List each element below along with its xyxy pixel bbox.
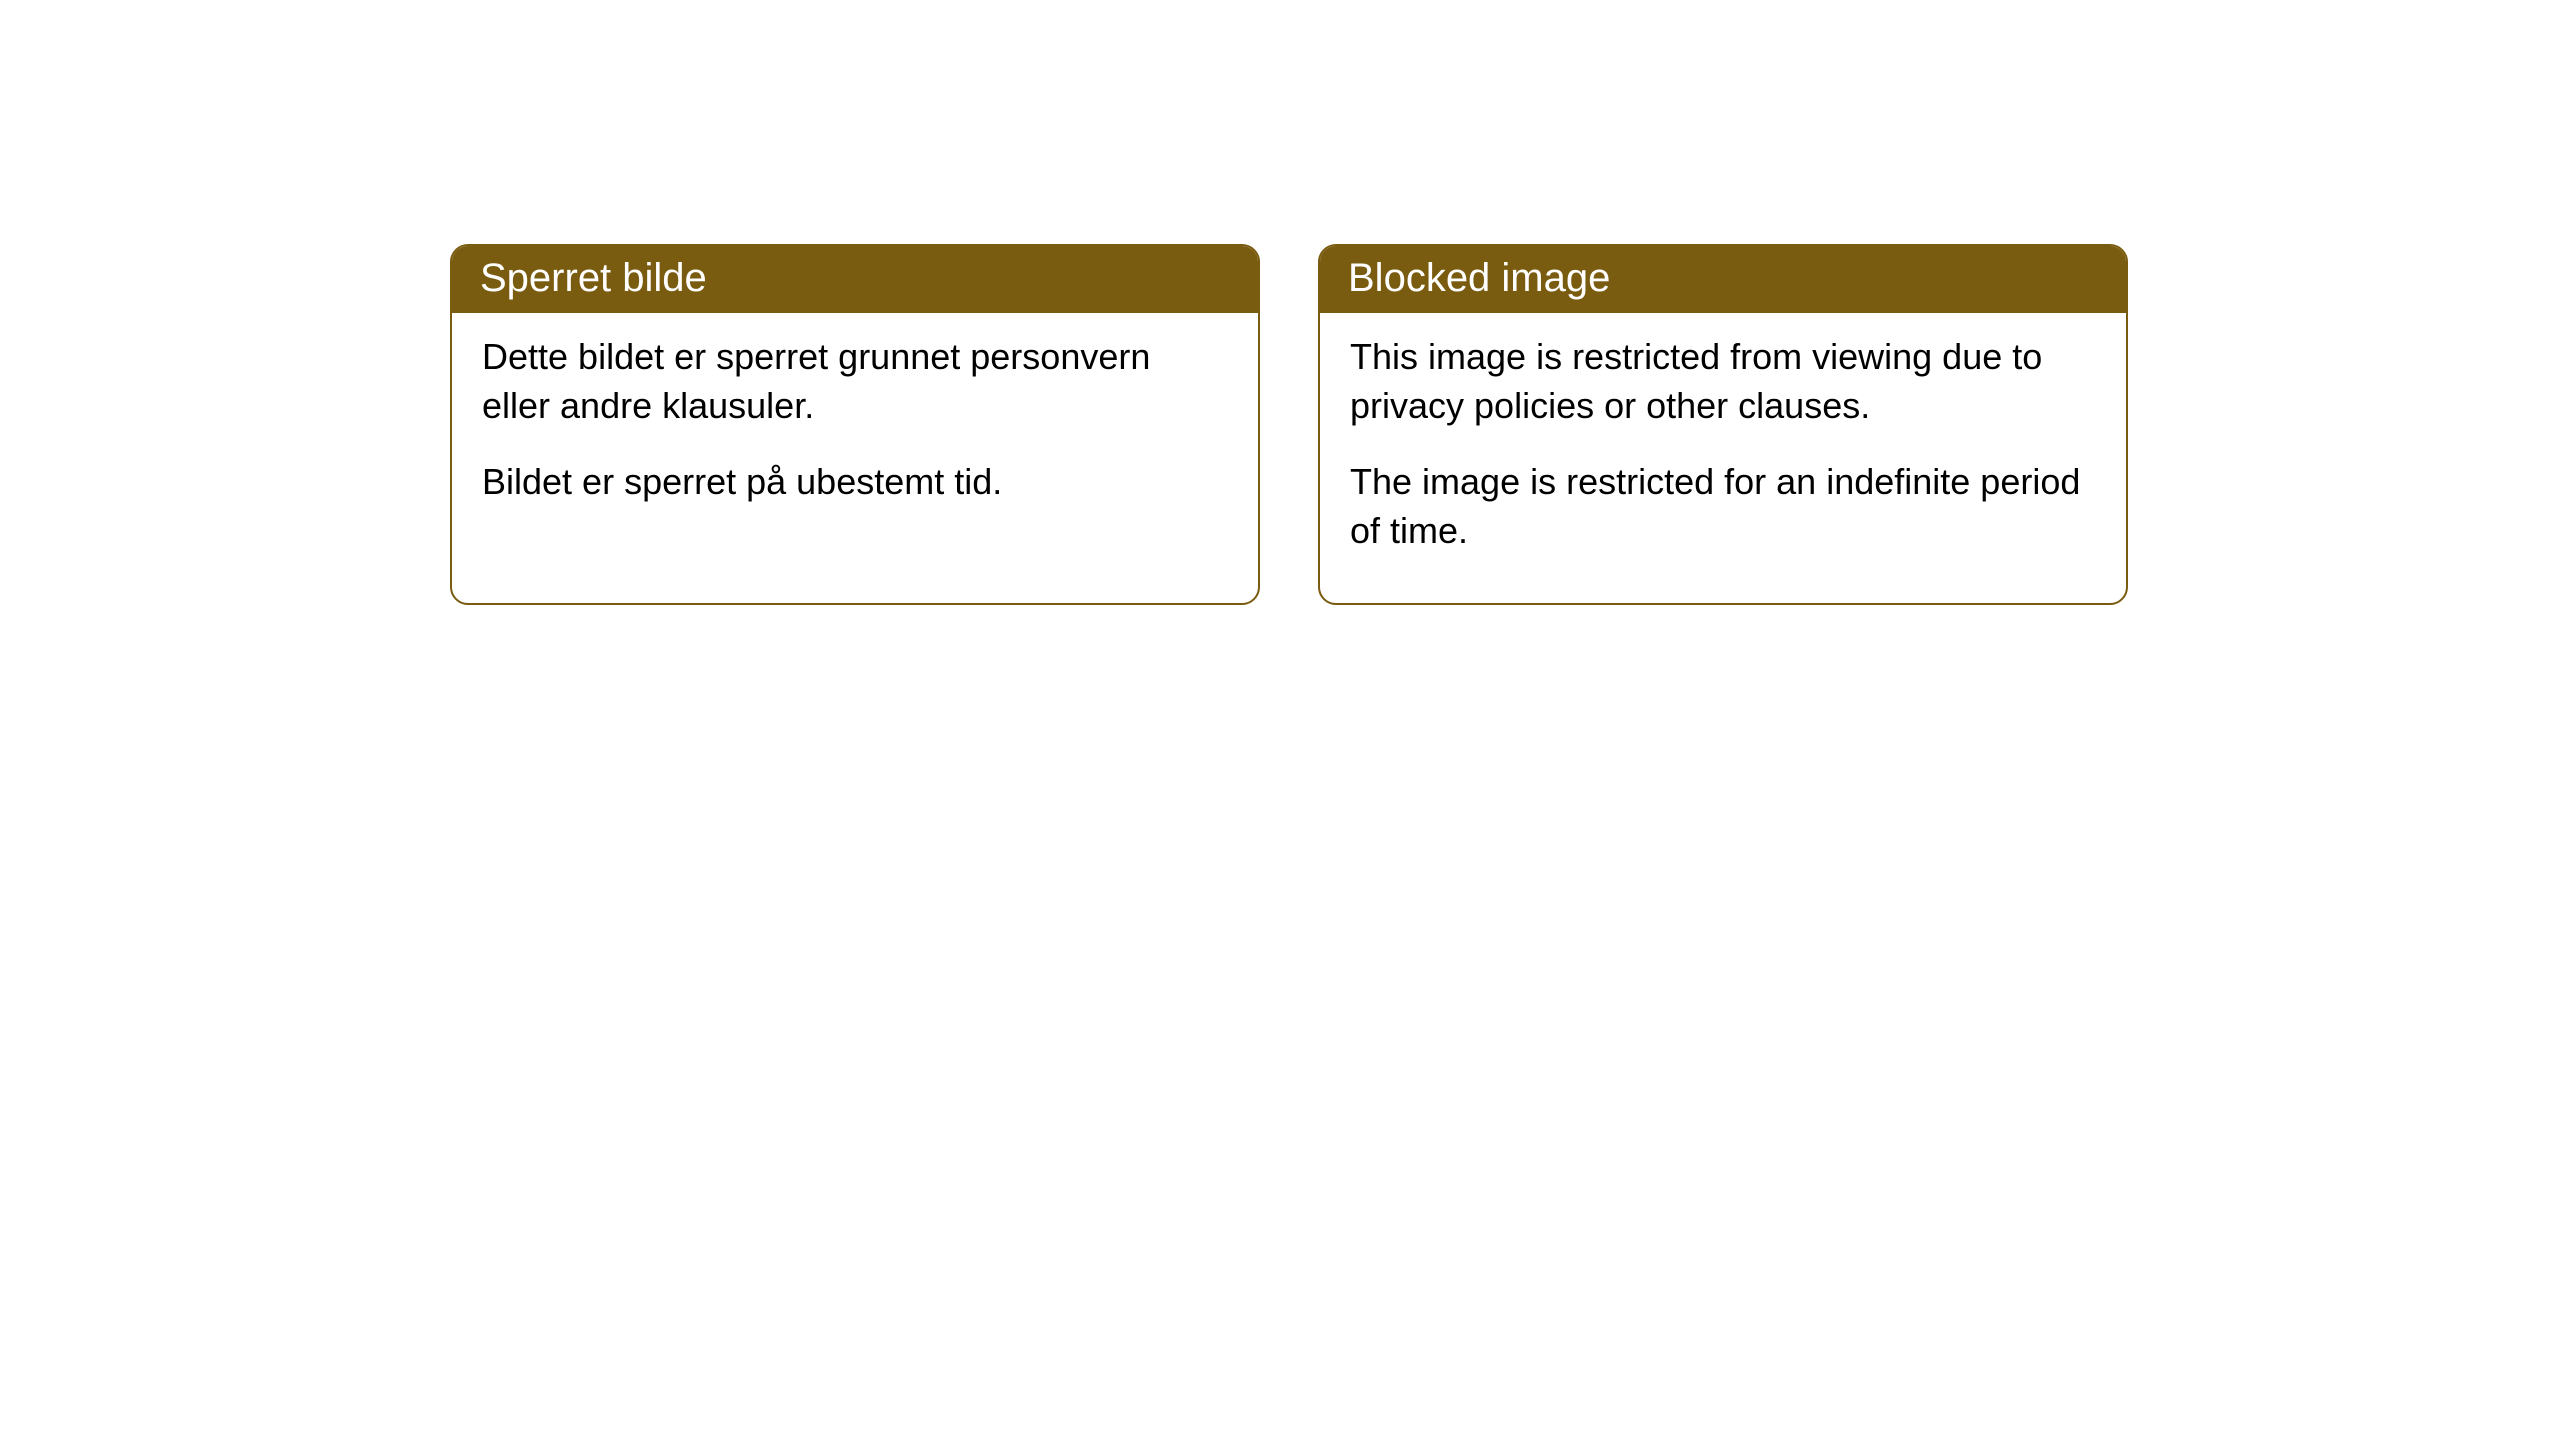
card-paragraph: Dette bildet er sperret grunnet personve… xyxy=(482,333,1228,430)
notice-cards-container: Sperret bilde Dette bildet er sperret gr… xyxy=(450,244,2128,605)
card-title: Sperret bilde xyxy=(452,246,1258,313)
card-paragraph: The image is restricted for an indefinit… xyxy=(1350,458,2096,555)
card-title: Blocked image xyxy=(1320,246,2126,313)
notice-card-norwegian: Sperret bilde Dette bildet er sperret gr… xyxy=(450,244,1260,605)
notice-card-english: Blocked image This image is restricted f… xyxy=(1318,244,2128,605)
card-body: This image is restricted from viewing du… xyxy=(1320,313,2126,603)
card-paragraph: Bildet er sperret på ubestemt tid. xyxy=(482,458,1228,507)
card-paragraph: This image is restricted from viewing du… xyxy=(1350,333,2096,430)
card-body: Dette bildet er sperret grunnet personve… xyxy=(452,313,1258,555)
